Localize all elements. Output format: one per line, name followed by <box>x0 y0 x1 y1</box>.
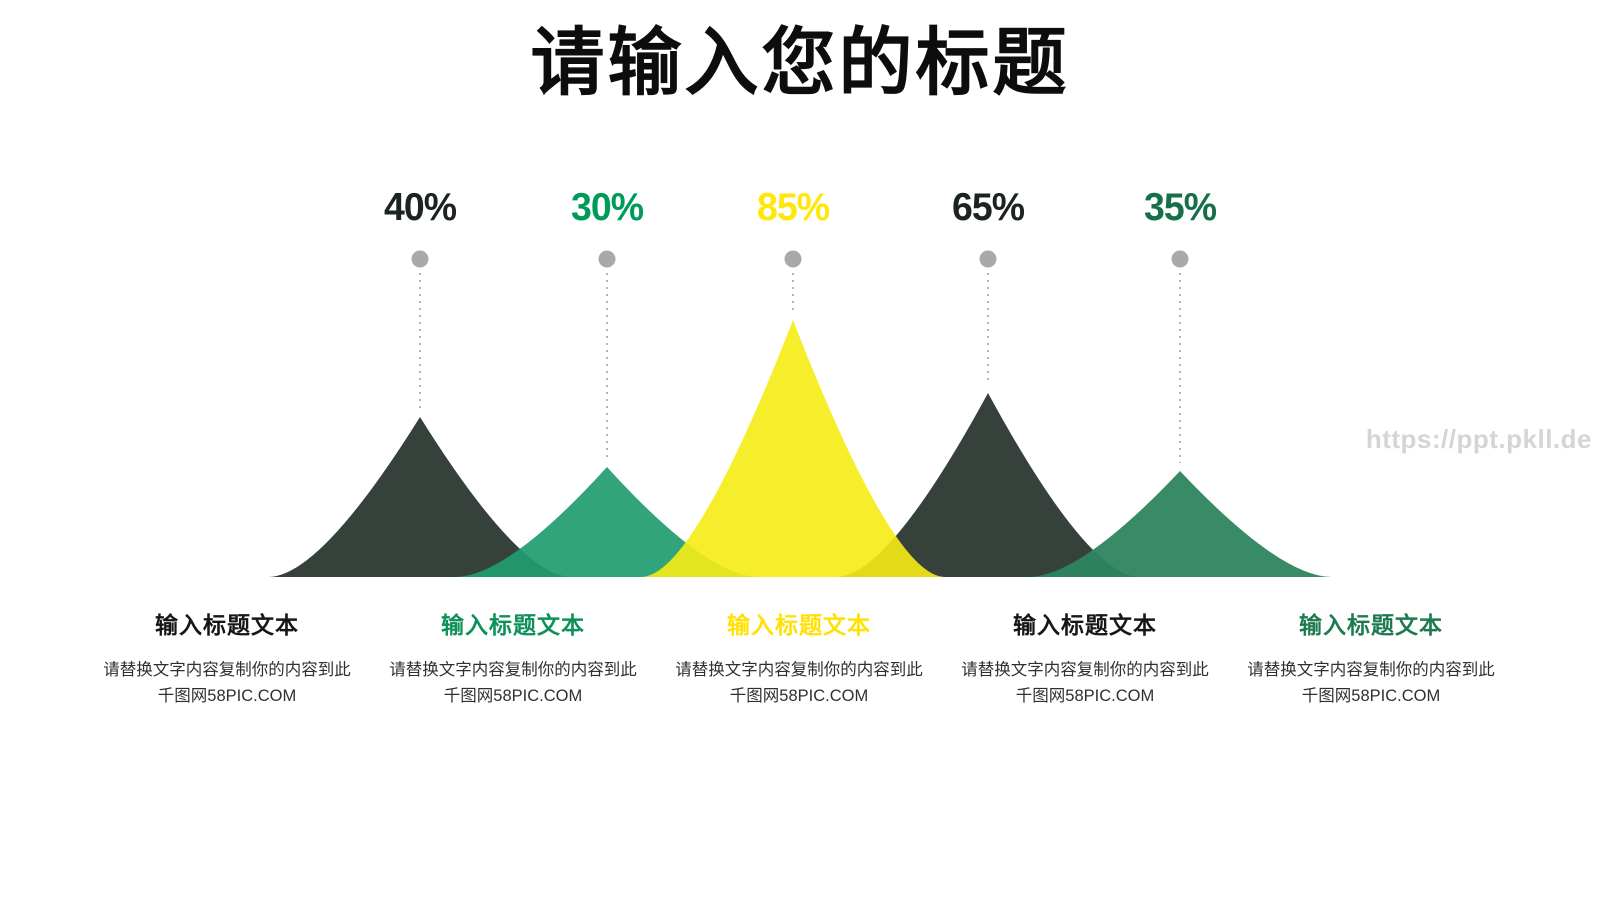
column-heading: 输入标题文本 <box>155 612 299 638</box>
page-title: 请输入您的标题 <box>530 21 1070 104</box>
text-column: 输入标题文本 请替换文字内容复制你的内容到此 千图网58PIC.COM <box>84 606 370 709</box>
watermark: https://ppt.pkll.de <box>1365 424 1592 454</box>
percent-label: 40% <box>383 186 457 229</box>
percent-label: 85% <box>756 186 830 229</box>
percent-label: 35% <box>1143 186 1217 229</box>
peak-shape <box>641 320 945 577</box>
connector-circle <box>411 250 429 268</box>
peak-shape <box>268 417 572 577</box>
connector-circle <box>979 250 997 268</box>
column-heading: 输入标题文本 <box>441 612 585 638</box>
percent-label: 30% <box>570 186 644 229</box>
column-body-line2: 千图网58PIC.COM <box>1301 687 1441 705</box>
column-body-line2: 千图网58PIC.COM <box>729 687 869 705</box>
connector-circle <box>784 250 802 268</box>
column-body-line2: 千图网58PIC.COM <box>157 687 297 705</box>
column-body-line1: 请替换文字内容复制你的内容到此 <box>103 661 351 679</box>
connector-circle <box>598 250 616 268</box>
peak-shape <box>836 393 1140 577</box>
column-body-line1: 请替换文字内容复制你的内容到此 <box>1247 661 1495 679</box>
column-body-line1: 请替换文字内容复制你的内容到此 <box>389 661 637 679</box>
column-body: 请替换文字内容复制你的内容到此 千图网58PIC.COM <box>666 657 932 709</box>
column-body-line1: 请替换文字内容复制你的内容到此 <box>675 661 923 679</box>
text-column: 输入标题文本 请替换文字内容复制你的内容到此 千图网58PIC.COM <box>942 606 1228 709</box>
column-body: 请替换文字内容复制你的内容到此 千图网58PIC.COM <box>1238 657 1504 709</box>
column-body-line1: 请替换文字内容复制你的内容到此 <box>961 661 1209 679</box>
text-column: 输入标题文本 请替换文字内容复制你的内容到此 千图网58PIC.COM <box>370 606 656 709</box>
text-column: 输入标题文本 请替换文字内容复制你的内容到此 千图网58PIC.COM <box>656 606 942 709</box>
column-body-line2: 千图网58PIC.COM <box>443 687 583 705</box>
peak-shape <box>1028 471 1332 577</box>
column-heading: 输入标题文本 <box>1013 612 1157 638</box>
column-body-line2: 千图网58PIC.COM <box>1015 687 1155 705</box>
connector-circle <box>1171 250 1189 268</box>
column-heading: 输入标题文本 <box>727 612 871 638</box>
percent-label: 65% <box>951 186 1025 229</box>
column-body: 请替换文字内容复制你的内容到此 千图网58PIC.COM <box>94 657 360 709</box>
text-column: 输入标题文本 请替换文字内容复制你的内容到此 千图网58PIC.COM <box>1228 606 1514 709</box>
column-body: 请替换文字内容复制你的内容到此 千图网58PIC.COM <box>380 657 646 709</box>
text-columns: 输入标题文本 请替换文字内容复制你的内容到此 千图网58PIC.COM 输入标题… <box>84 606 1514 709</box>
column-heading: 输入标题文本 <box>1299 612 1443 638</box>
column-body: 请替换文字内容复制你的内容到此 千图网58PIC.COM <box>952 657 1218 709</box>
